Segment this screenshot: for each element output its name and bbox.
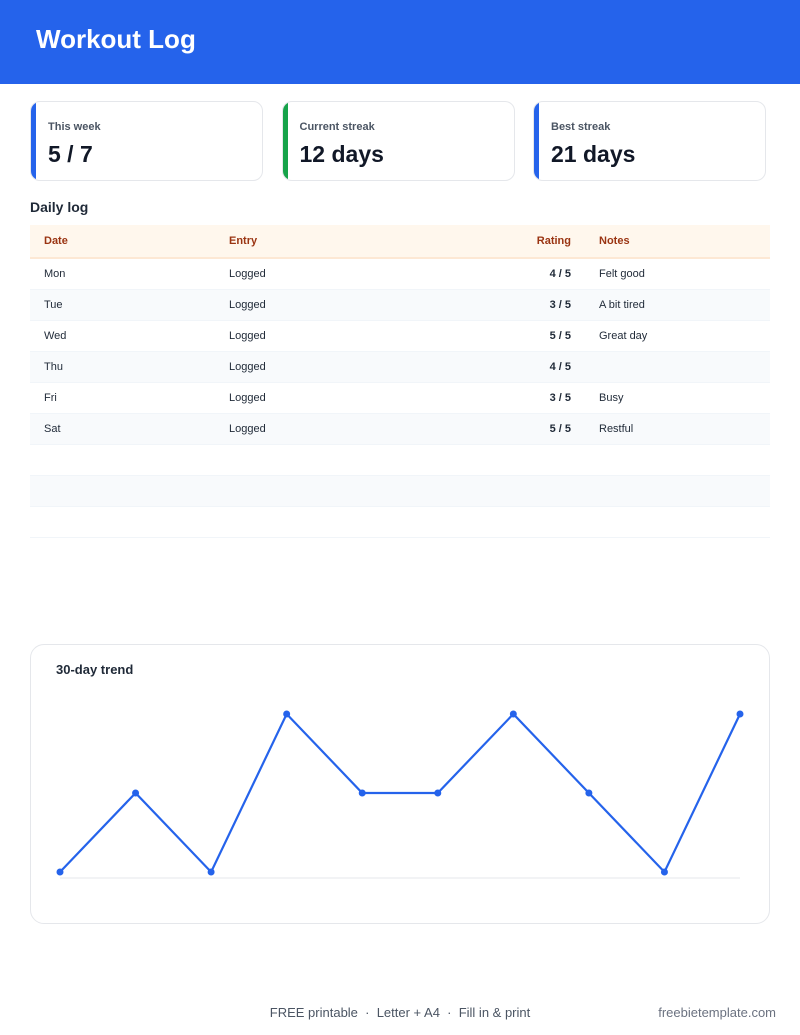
point: [660, 868, 668, 876]
table-row: Wed Logged 5 / 5 Great day: [30, 321, 770, 352]
empty-row: [30, 476, 770, 507]
cell: Logged: [229, 330, 266, 342]
cell: Fri: [44, 392, 57, 404]
column-header: Rating: [536, 235, 571, 247]
table-header: Date Entry Rating Notes: [30, 225, 770, 259]
cell: 5 / 5: [549, 423, 571, 435]
footer-site: freebietemplate.com: [658, 1005, 776, 1020]
column-header: Notes: [599, 235, 630, 247]
stat-card: This week 5 / 7: [30, 101, 263, 181]
cell: Logged: [229, 423, 266, 435]
cell: Restful: [599, 423, 634, 435]
table-row: Sat Logged 5 / 5 Restful: [30, 414, 770, 445]
accent: [31, 102, 36, 180]
cell: 3 / 5: [549, 299, 571, 311]
column-header: Date: [44, 235, 68, 247]
cell: Felt good: [599, 268, 645, 280]
stat-value: 12 days: [299, 141, 384, 167]
footer-text: FREE printable · Letter + A4 · Fill in &…: [269, 1005, 531, 1020]
cell: 4 / 5: [549, 361, 571, 373]
point: [207, 868, 215, 876]
cell: Logged: [229, 361, 266, 373]
table-row: Fri Logged 3 / 5 Busy: [30, 383, 770, 414]
chart-title: 30-day trend: [56, 662, 134, 677]
page-title: Workout Log: [36, 24, 196, 54]
point: [283, 710, 291, 718]
point: [132, 789, 140, 797]
stat-value: 21 days: [551, 141, 636, 167]
header: Workout Log: [0, 0, 800, 84]
cell: Sat: [44, 423, 61, 435]
point: [585, 789, 593, 797]
point: [736, 710, 744, 718]
section-title: Daily log: [30, 199, 89, 215]
cell: Tue: [44, 299, 63, 311]
cell: Logged: [229, 268, 266, 280]
cell: Mon: [44, 268, 66, 280]
cell: 5 / 5: [549, 330, 571, 342]
trend-line: [59, 712, 741, 874]
column-header: Entry: [229, 235, 258, 247]
table-row: Mon Logged 4 / 5 Felt good: [30, 259, 770, 290]
table: Date Entry Rating Notes Mon Logged 4 / 5 Felt g…: [30, 225, 770, 538]
cell: Logged: [229, 299, 266, 311]
stat-card: Current streak 12 days: [281, 101, 515, 181]
chart-card: [30, 644, 770, 924]
stat-label: Best streak: [551, 121, 611, 133]
point: [56, 868, 64, 876]
cell: Thu: [44, 361, 63, 373]
empty-row: [30, 445, 770, 476]
accent: [282, 102, 288, 180]
stat-value: 5 / 7: [48, 141, 93, 167]
point: [358, 789, 366, 797]
cell: Busy: [599, 392, 624, 404]
stat-label: Current streak: [299, 121, 375, 133]
point: [509, 710, 517, 718]
cell: 3 / 5: [549, 392, 571, 404]
accent: [534, 102, 539, 180]
cell: Logged: [229, 392, 266, 404]
stat-label: This week: [48, 121, 101, 133]
table-row: Thu Logged 4 / 5: [30, 352, 770, 383]
empty-row: [30, 507, 770, 538]
cell: Great day: [599, 330, 648, 342]
cell: 4 / 5: [549, 268, 571, 280]
cell: A bit tired: [599, 299, 645, 311]
cell: Wed: [44, 330, 67, 342]
point: [434, 789, 442, 797]
table-row: Tue Logged 3 / 5 A bit tired: [30, 290, 770, 321]
stat-card: Best streak 21 days: [533, 101, 766, 181]
